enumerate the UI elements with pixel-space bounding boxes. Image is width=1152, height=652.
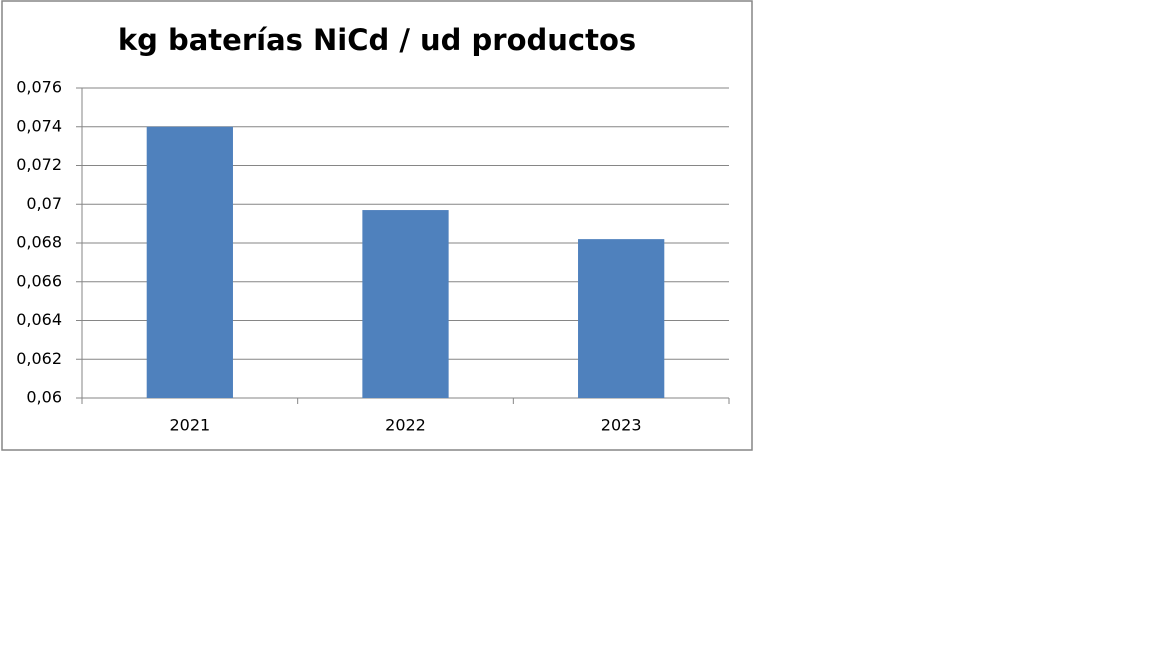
y-tick-label: 0,06 [26, 388, 62, 407]
y-tick-label: 0,064 [16, 310, 62, 329]
bar [362, 210, 449, 398]
bar [146, 126, 233, 398]
y-tick-label: 0,066 [16, 271, 62, 290]
y-tick-label: 0,074 [16, 116, 62, 135]
y-tick-label: 0,07 [26, 194, 62, 213]
bar [578, 239, 665, 398]
y-tick-label: 0,072 [16, 155, 62, 174]
chart-title: kg baterías NiCd / ud productos [118, 23, 636, 57]
x-tick-label: 2022 [385, 416, 426, 435]
x-tick-label: 2023 [601, 416, 642, 435]
y-tick-label: 0,062 [16, 349, 62, 368]
y-tick-label: 0,076 [16, 78, 62, 97]
x-tick-label: 2021 [169, 416, 210, 435]
y-tick-label: 0,068 [16, 233, 62, 252]
